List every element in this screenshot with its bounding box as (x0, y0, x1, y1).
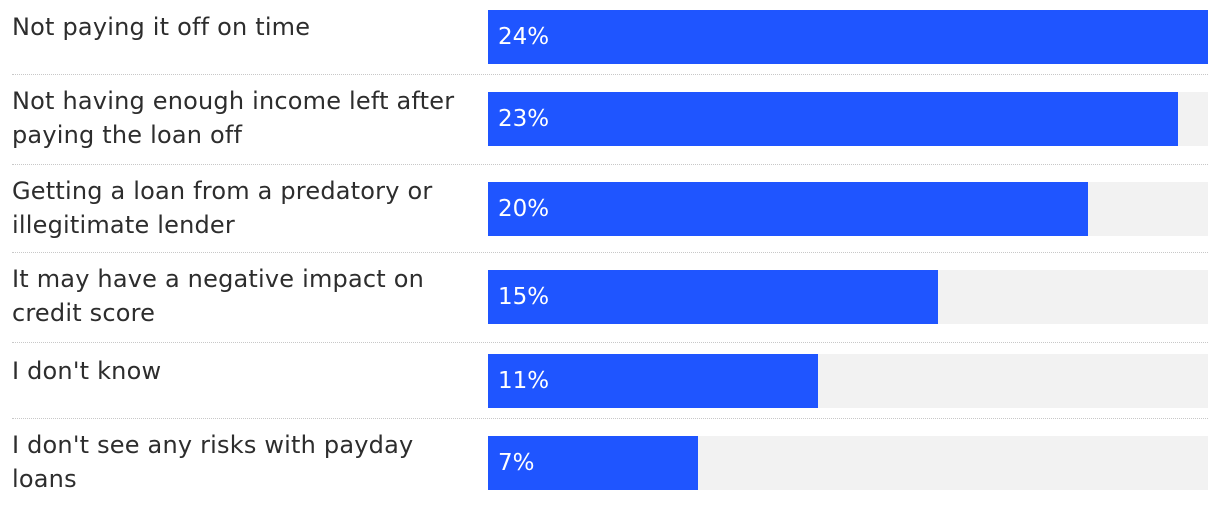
bar-track: 11% (488, 354, 1208, 408)
category-label: Getting a loan from a predatory or illeg… (12, 177, 433, 239)
bar-row: I don't see any risks with payday loans 7… (12, 431, 1208, 496)
bar-track: 24% (488, 10, 1208, 64)
row-divider (12, 418, 1208, 419)
bar-row: I don't know 11% (12, 354, 1208, 414)
category-label: It may have a negative impact on credit … (12, 265, 424, 327)
row-divider (12, 252, 1208, 253)
bar-track: 7% (488, 436, 1208, 490)
category-label: Not paying it off on time (12, 13, 311, 41)
value-label: 7% (498, 450, 535, 476)
category-label: Not having enough income left after payi… (12, 87, 455, 149)
bar: 15% (488, 270, 938, 324)
bar: 24% (488, 10, 1208, 64)
value-label: 15% (498, 284, 550, 310)
bar-track: 20% (488, 182, 1208, 236)
bar-row: It may have a negative impact on credit … (12, 265, 1208, 330)
row-divider (12, 342, 1208, 343)
value-label: 23% (498, 106, 550, 132)
bar-row: Getting a loan from a predatory or illeg… (12, 177, 1208, 242)
value-label: 24% (498, 24, 550, 50)
value-label: 20% (498, 196, 550, 222)
bar: 20% (488, 182, 1088, 236)
bar: 23% (488, 92, 1178, 146)
value-label: 11% (498, 368, 550, 394)
bar: 11% (488, 354, 818, 408)
bar-row: Not having enough income left after payi… (12, 87, 1208, 152)
category-label: I don't see any risks with payday loans (12, 431, 414, 493)
bar-track: 23% (488, 92, 1208, 146)
category-label: I don't know (12, 357, 162, 385)
bar: 7% (488, 436, 698, 490)
bar-row: Not paying it off on time 24% (12, 10, 1208, 70)
row-divider (12, 164, 1208, 165)
row-divider (12, 74, 1208, 75)
bar-track: 15% (488, 270, 1208, 324)
